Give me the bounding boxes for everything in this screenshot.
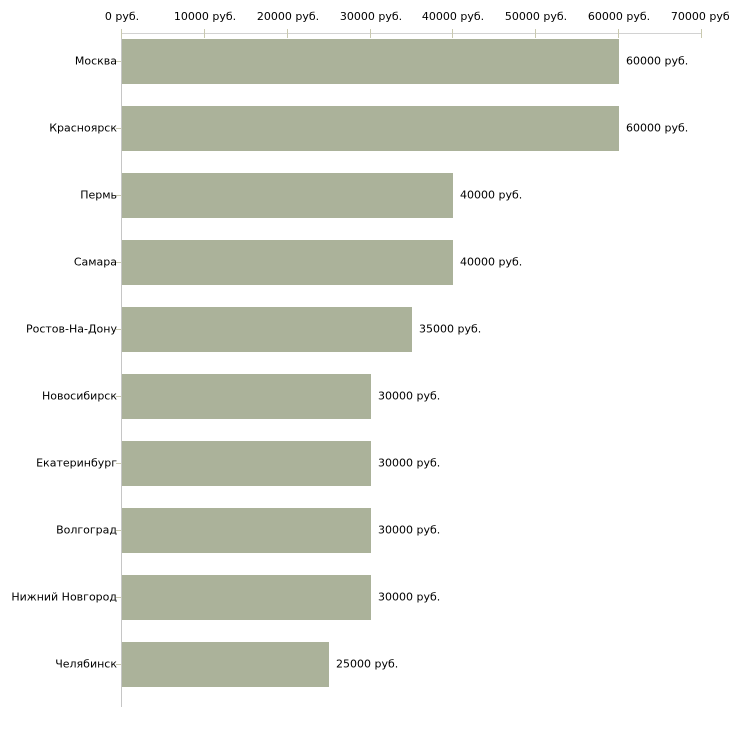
value-label: 30000 руб. <box>378 523 441 537</box>
y-axis-tick <box>116 262 121 263</box>
y-axis-tick <box>116 530 121 531</box>
value-label: 40000 руб. <box>460 188 523 202</box>
bar-8 <box>122 508 371 553</box>
x-axis-tick <box>535 29 536 38</box>
y-axis-tick <box>116 664 121 665</box>
x-axis-tick <box>701 29 702 38</box>
category-label: Новосибирск <box>41 389 117 403</box>
bar-6 <box>122 374 371 419</box>
x-axis-tick <box>452 29 453 38</box>
value-label: 35000 руб. <box>419 322 482 336</box>
y-axis-tick <box>116 396 121 397</box>
category-label: Красноярск <box>49 121 117 135</box>
value-label: 60000 руб. <box>626 121 689 135</box>
x-axis-tick-label: 70000 руб. <box>670 10 730 23</box>
category-label: Москва <box>74 54 117 68</box>
bar-7 <box>122 441 371 486</box>
bar-4 <box>122 240 453 285</box>
x-axis-tick-label: 60000 руб. <box>587 10 651 23</box>
bar-2 <box>122 106 619 151</box>
x-axis-tick <box>287 29 288 38</box>
category-label: Ростов-На-Дону <box>25 322 117 336</box>
category-label: Челябинск <box>55 657 117 671</box>
value-label: 60000 руб. <box>626 54 689 68</box>
plot-area: 0 руб. 10000 руб. 20000 руб. 30000 руб. 4000… <box>105 10 730 707</box>
y-axis-tick <box>116 597 121 598</box>
x-axis-tick <box>618 29 619 38</box>
bar-1 <box>122 39 619 84</box>
value-label: 30000 руб. <box>378 590 441 604</box>
x-axis-tick <box>121 29 122 38</box>
bar-9 <box>122 575 371 620</box>
y-axis-tick <box>116 128 121 129</box>
x-axis-tick <box>204 29 205 38</box>
category-label: Волгоград <box>56 523 117 537</box>
y-axis-tick <box>116 195 121 196</box>
value-label: 40000 руб. <box>460 255 523 269</box>
y-axis-tick <box>116 61 121 62</box>
y-axis-tick <box>116 463 121 464</box>
category-label: Пермь <box>80 188 117 202</box>
x-axis-tick-label: 40000 руб. <box>421 10 485 23</box>
bar-3 <box>122 173 453 218</box>
x-axis-tick-label: 30000 руб. <box>339 10 403 23</box>
value-label: 30000 руб. <box>378 389 441 403</box>
x-axis-tick-label: 0 руб. <box>104 10 140 23</box>
x-axis-tick <box>370 29 371 38</box>
value-label: 30000 руб. <box>378 456 441 470</box>
bar-5 <box>122 307 412 352</box>
category-label: Екатеринбург <box>36 456 117 470</box>
x-axis-tick-label: 20000 руб. <box>256 10 320 23</box>
y-axis-tick <box>116 329 121 330</box>
x-axis-tick-label: 50000 руб. <box>504 10 568 23</box>
x-axis-tick-label: 10000 руб. <box>173 10 237 23</box>
category-label: Нижний Новгород <box>11 590 117 604</box>
category-label: Самара <box>73 255 117 269</box>
value-label: 25000 руб. <box>336 657 399 671</box>
bar-10 <box>122 642 329 687</box>
